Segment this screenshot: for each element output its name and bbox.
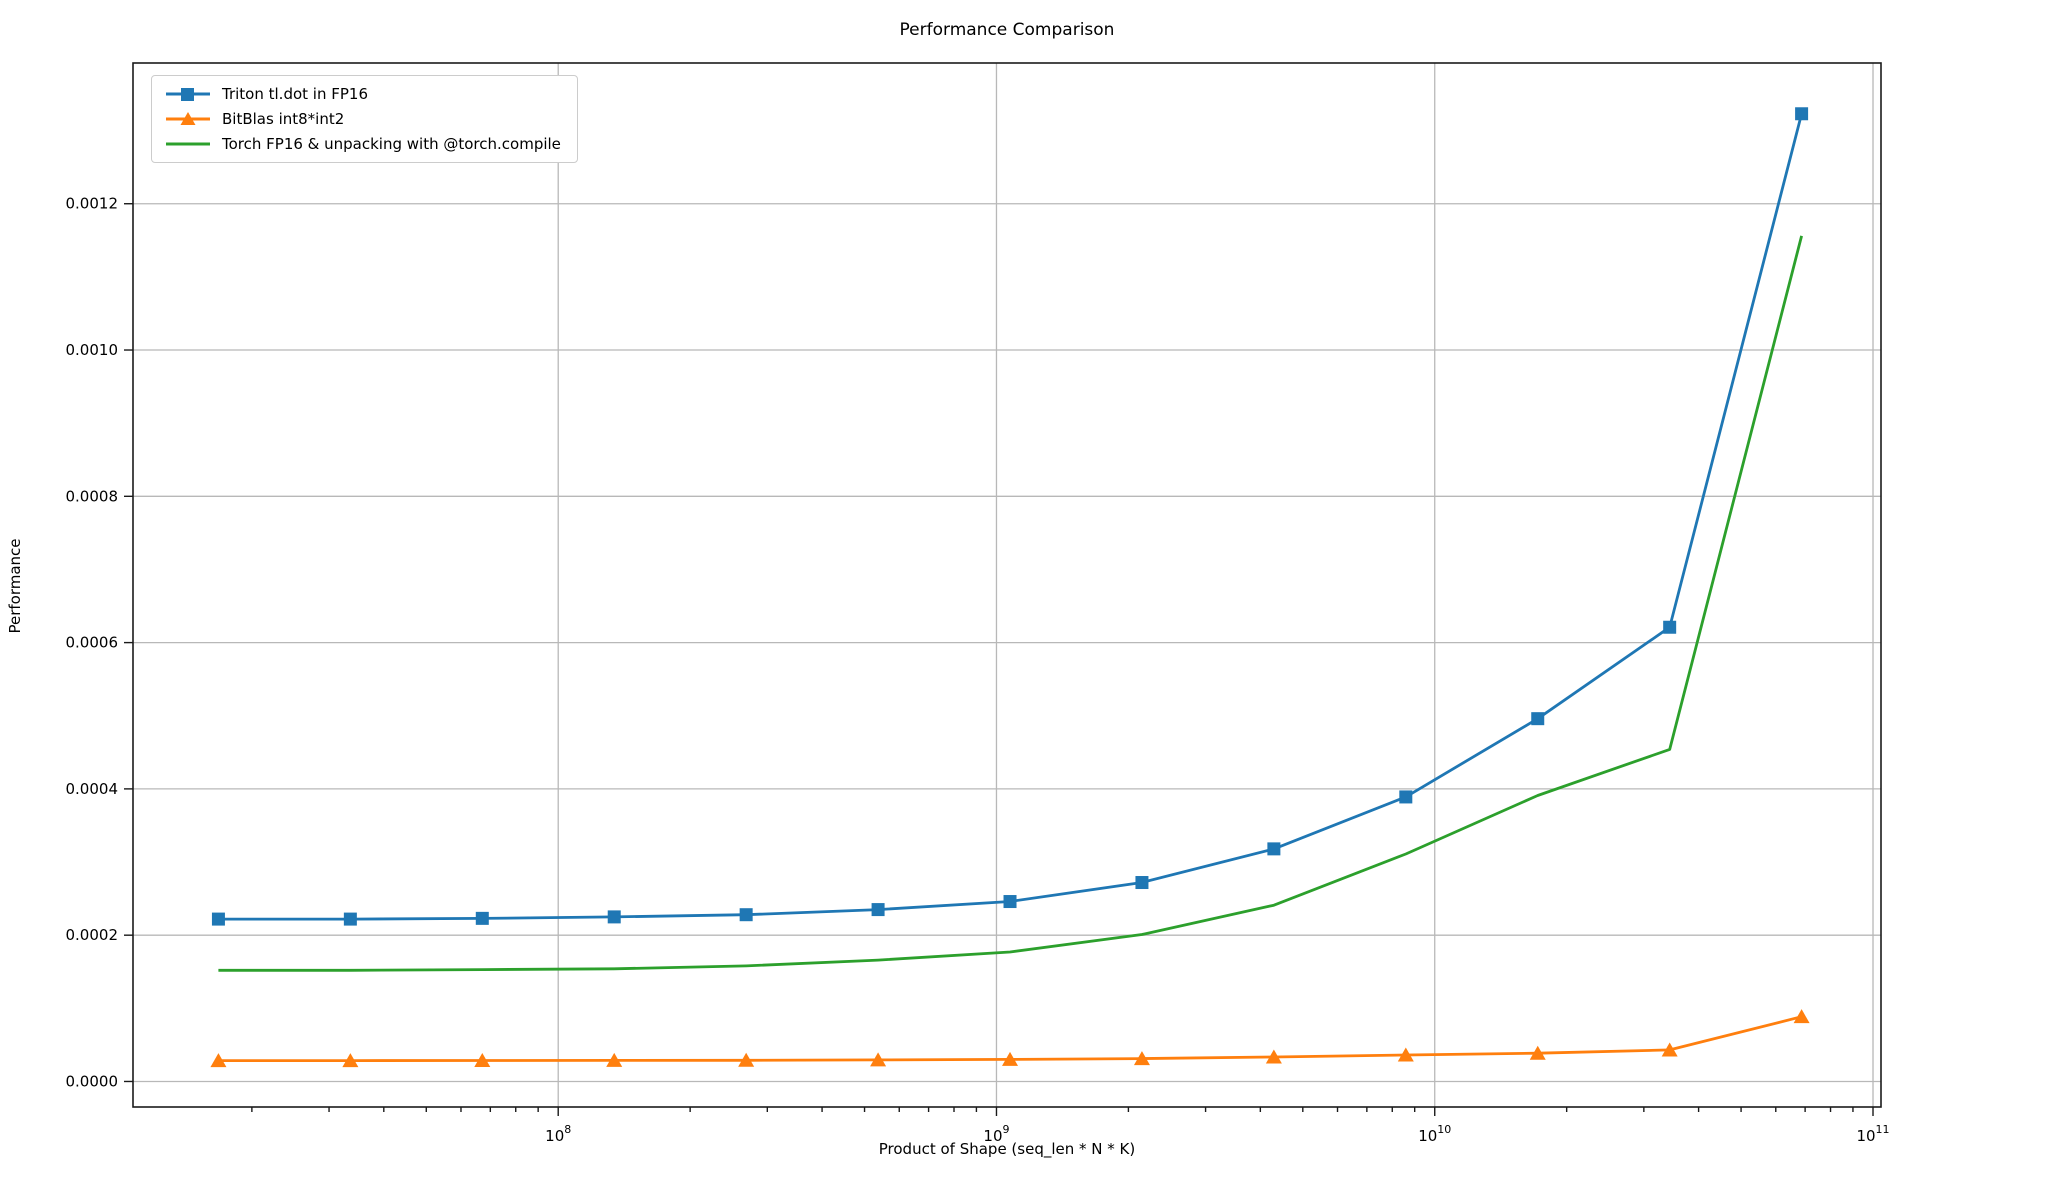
marker-triangle <box>738 1052 755 1067</box>
y-axis-ticks <box>124 203 133 1083</box>
marker-triangle <box>1529 1045 1546 1060</box>
series-1 <box>210 1009 1810 1068</box>
x-axis-label: Product of Shape (seq_len * N * K) <box>878 1140 1136 1158</box>
svg-text:0.0008: 0.0008 <box>66 487 119 505</box>
marker-square <box>871 903 885 917</box>
marker-square <box>739 908 753 922</box>
series-0 <box>211 107 1809 926</box>
svg-text:0.0006: 0.0006 <box>66 634 119 652</box>
marker-square <box>1399 790 1413 804</box>
svg-text:0.0002: 0.0002 <box>66 926 119 944</box>
marker-square <box>1003 895 1017 909</box>
legend-item-bitblas: BitBlas int8*int2 <box>164 110 561 128</box>
series-line-2 <box>218 235 1803 972</box>
y-axis-tick-labels: 0.0000 0.0002 0.0004 0.0006 0.0008 0.0010 0.00… <box>66 195 119 1091</box>
svg-text:1010: 1010 <box>1418 1123 1451 1145</box>
svg-text:0.0004: 0.0004 <box>66 780 119 798</box>
svg-text:0.0012: 0.0012 <box>66 195 119 213</box>
marker-square <box>1267 842 1281 856</box>
series-2 <box>218 235 1803 972</box>
plot-spines <box>132 62 1882 1108</box>
legend-item-triton: Triton tl.dot in FP16 <box>164 85 561 103</box>
marker-triangle <box>1002 1051 1019 1066</box>
legend-line-triangle-icon <box>166 112 210 125</box>
svg-text:1011: 1011 <box>1856 1123 1889 1145</box>
legend-line-square-icon <box>166 88 210 101</box>
marker-triangle <box>870 1052 887 1067</box>
marker-triangle <box>1661 1042 1678 1057</box>
marker-triangle <box>474 1052 491 1067</box>
marker-square <box>607 910 621 924</box>
svg-text:109: 109 <box>983 1123 1009 1145</box>
marker-square <box>1795 107 1809 121</box>
marker-triangle <box>342 1053 359 1068</box>
marker-square <box>1663 620 1677 634</box>
marker-square <box>1531 712 1545 726</box>
legend-label: BitBlas int8*int2 <box>222 110 345 128</box>
legend-label: Triton tl.dot in FP16 <box>222 85 368 103</box>
legend-item-torch: Torch FP16 & unpacking with @torch.compi… <box>164 135 561 153</box>
svg-text:0.0010: 0.0010 <box>66 341 119 359</box>
marker-square <box>1135 876 1149 890</box>
marker-square <box>211 912 225 926</box>
svg-text:0.0000: 0.0000 <box>66 1072 119 1090</box>
series-line-0 <box>218 113 1803 921</box>
marker-triangle <box>210 1053 227 1068</box>
marker-square <box>343 912 357 926</box>
legend: Triton tl.dot in FP16 BitBlas int8*int2 … <box>151 75 578 163</box>
marker-triangle <box>606 1052 623 1067</box>
marker-triangle <box>1793 1009 1810 1024</box>
legend-label: Torch FP16 & unpacking with @torch.compi… <box>222 135 561 153</box>
gridlines <box>133 63 1881 1107</box>
svg-text:108: 108 <box>545 1123 571 1145</box>
marker-square <box>475 911 489 925</box>
marker-triangle <box>1265 1049 1282 1064</box>
legend-line-icon <box>166 142 210 146</box>
chart-title: Performance Comparison <box>899 20 1115 40</box>
y-axis-label: Performance <box>6 538 24 634</box>
x-axis-ticks <box>251 1107 1874 1116</box>
marker-triangle <box>1133 1051 1150 1066</box>
marker-triangle <box>1397 1047 1414 1062</box>
x-axis-tick-labels: 108 109 1010 1011 <box>545 1123 1889 1145</box>
